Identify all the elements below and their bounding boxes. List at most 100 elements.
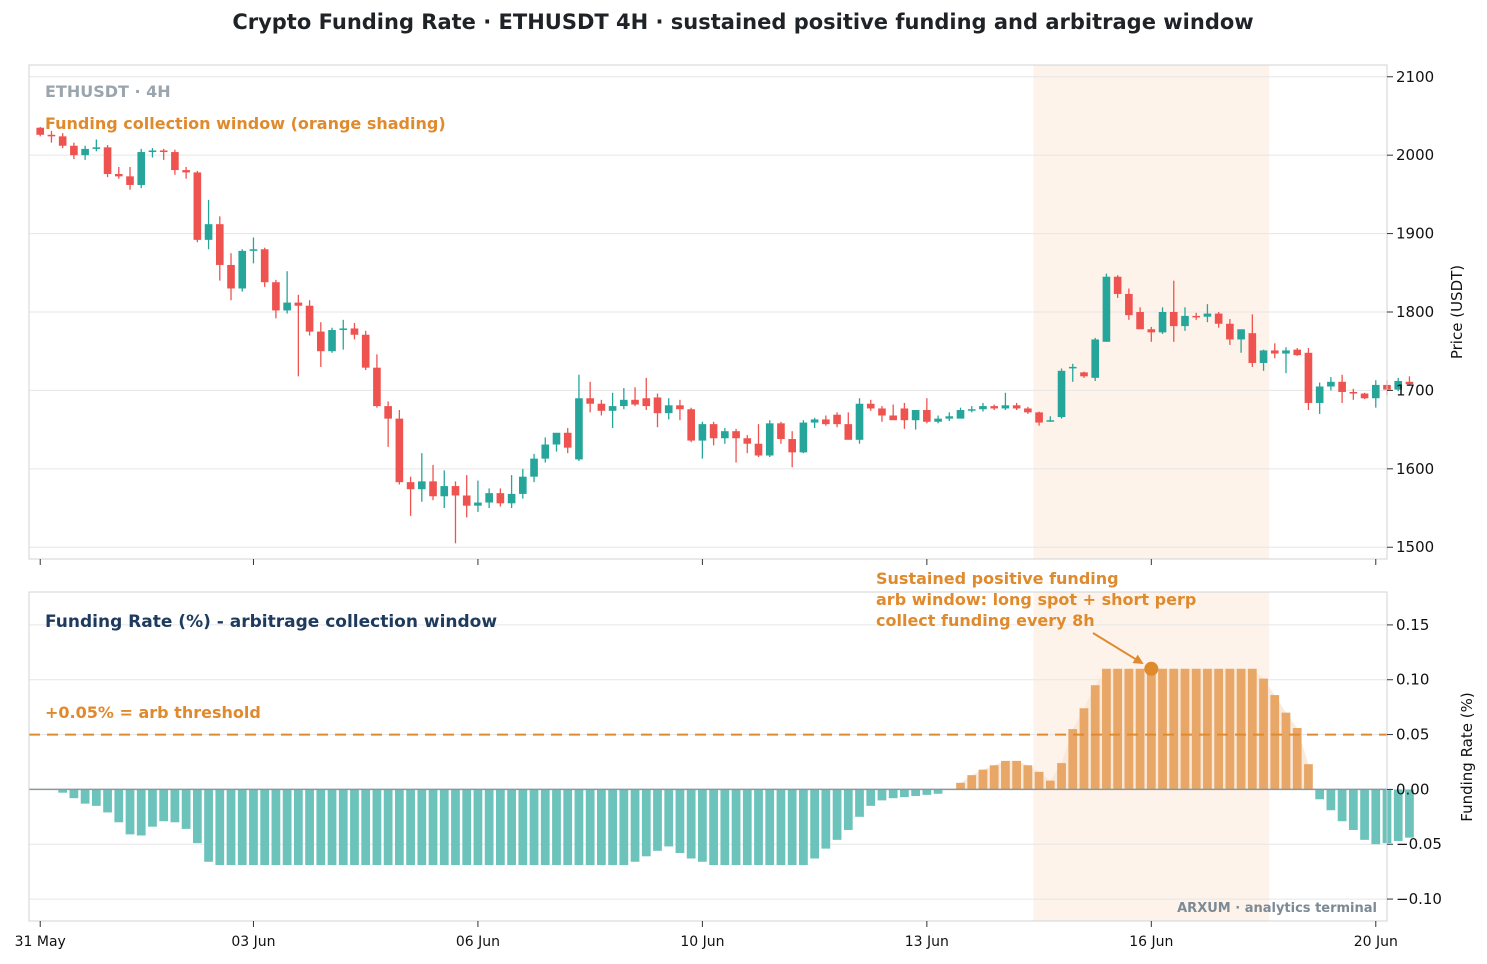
candle-body: [1080, 372, 1088, 377]
candle-body: [709, 424, 718, 439]
funding-bar: [989, 765, 999, 790]
candle-body: [339, 328, 348, 331]
funding-bar: [1146, 668, 1156, 790]
candle-body: [204, 224, 213, 240]
funding-frame: [28, 591, 1388, 922]
candle-body: [631, 399, 639, 405]
funding-bar: [1102, 668, 1111, 790]
funding-bar: [843, 789, 853, 830]
candle-body: [417, 481, 426, 490]
candle-body: [1237, 329, 1245, 340]
candle-body: [474, 502, 482, 506]
funding-bar: [91, 789, 101, 806]
funding-bar: [1012, 760, 1022, 790]
candle-body: [889, 415, 897, 421]
candle-body: [990, 406, 999, 409]
funding-bar: [192, 789, 202, 844]
candle-body: [384, 406, 392, 419]
candle-body: [1214, 313, 1223, 324]
funding-bar: [417, 789, 427, 866]
candle-body: [530, 458, 538, 477]
candle-body: [137, 152, 146, 185]
candle-body: [1248, 333, 1257, 363]
candle-body: [934, 418, 942, 422]
candle-body: [227, 264, 235, 289]
funding-bar: [361, 789, 371, 866]
funding-bar: [742, 789, 752, 866]
funding-bar: [1247, 668, 1257, 790]
funding-bar: [181, 789, 191, 829]
funding-bar: [249, 789, 258, 866]
funding-bar: [80, 789, 90, 804]
funding-bar: [338, 789, 348, 866]
candle-body: [70, 145, 78, 156]
funding-bar: [686, 789, 696, 859]
candle-body: [1315, 386, 1324, 403]
candle-body: [462, 495, 471, 506]
candle-body: [586, 398, 594, 404]
candle-body: [507, 493, 516, 504]
candle-body: [777, 423, 785, 440]
candle-body: [373, 367, 381, 407]
candle-body: [1068, 366, 1077, 369]
funding-bar: [1337, 789, 1347, 822]
funding-bar: [1191, 668, 1201, 790]
funding-y-ticks: −0.10 −0.05 0.00 0.05 0.10 0.15: [1387, 616, 1442, 908]
funding-bar: [1225, 668, 1235, 790]
funding-y-tick-label: 0.00: [1396, 780, 1429, 798]
price-y-tick-label: 1700: [1396, 381, 1434, 399]
price-x-ticks: [39, 559, 1377, 565]
candle-body: [754, 443, 763, 456]
funding-bar: [271, 789, 281, 866]
candle-body: [945, 416, 954, 419]
candle-body: [799, 422, 808, 453]
candle-body: [1158, 312, 1167, 333]
funding-bar: [664, 789, 674, 847]
candle-body: [833, 414, 841, 425]
candle-body: [810, 419, 819, 423]
candle-body: [1035, 412, 1043, 423]
funding-bar: [922, 789, 932, 795]
funding-bar: [1203, 668, 1212, 790]
candle-body: [1113, 276, 1122, 294]
candle-body: [597, 403, 606, 411]
candle-body: [1405, 381, 1414, 385]
funding-bar: [125, 789, 135, 835]
funding-bar: [1124, 668, 1134, 790]
funding-bar: [1304, 764, 1313, 790]
candle-body: [1394, 381, 1403, 390]
candle-body: [114, 173, 123, 177]
funding-bar: [731, 789, 741, 866]
funding-bar: [1023, 765, 1033, 790]
funding-bar: [136, 789, 146, 836]
candle-body: [1102, 276, 1111, 342]
price-header: ETHUSDT · 4H: [45, 82, 171, 101]
candle-body: [1371, 384, 1380, 399]
funding-bar: [495, 789, 505, 866]
price-y-tick-label: 2100: [1396, 68, 1434, 86]
funding-bar: [799, 789, 808, 866]
candle-body: [878, 408, 886, 416]
funding-bar: [1292, 727, 1302, 790]
funding-bar: [103, 789, 112, 813]
price-candles: [36, 126, 1414, 544]
funding-bar: [585, 789, 595, 866]
funding-bar: [1393, 789, 1403, 841]
candle-body: [721, 431, 729, 439]
candle-body: [642, 398, 651, 407]
funding-bar: [1348, 789, 1358, 830]
funding-bar: [956, 782, 965, 790]
price-y-ticks: 1500 1600 1700 1800 1900 2000 2100: [1387, 68, 1434, 556]
funding-y-tick-label: −0.05: [1396, 835, 1442, 853]
price-y-tick-label: 1500: [1396, 538, 1434, 556]
funding-bar: [406, 789, 415, 866]
candle-body: [608, 406, 617, 411]
candle-body: [193, 172, 202, 240]
candle-body: [148, 150, 157, 153]
funding-bar: [1158, 668, 1167, 790]
funding-bar: [1326, 789, 1336, 811]
candle-body: [361, 334, 370, 368]
funding-bar: [507, 789, 516, 866]
price-panel: 1500 1600 1700 1800 1900 2000 2100 ETHUSDT · 4…: [28, 64, 1466, 565]
candle-body: [1270, 350, 1279, 354]
